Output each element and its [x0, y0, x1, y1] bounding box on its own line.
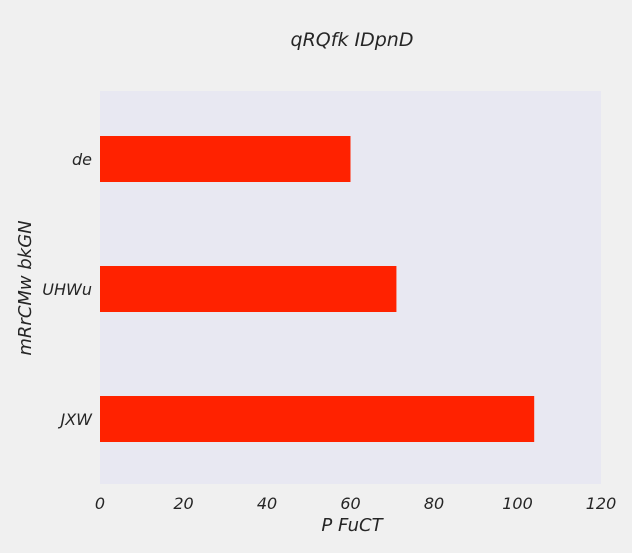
x-tick-label-0: 0 [95, 494, 105, 513]
x-tick-label-100: 100 [502, 494, 533, 513]
y-ticks-group: de UHWu JXW [42, 150, 93, 429]
x-tick-label-20: 20 [173, 494, 193, 513]
bar-JXW [100, 396, 535, 442]
bar-UHWu [100, 266, 397, 312]
x-tick-label-80: 80 [424, 494, 444, 513]
x-tick-label-40: 40 [257, 494, 277, 513]
x-tick-label-60: 60 [340, 494, 360, 513]
chart-title: qRQfk IDpnD [291, 29, 414, 51]
bars-group [100, 136, 535, 442]
x-ticks-group: 0 20 40 60 80 100 120 [95, 494, 616, 513]
x-tick-label-120: 120 [586, 494, 617, 513]
y-tick-label-de: de [72, 150, 92, 169]
y-tick-label-UHWu: UHWu [42, 280, 92, 299]
y-tick-label-JXW: JXW [58, 410, 94, 429]
y-axis-label: mRrCMw bkGN [15, 220, 36, 355]
x-axis-label: P FuCT [321, 515, 384, 536]
bar-de [100, 136, 351, 182]
